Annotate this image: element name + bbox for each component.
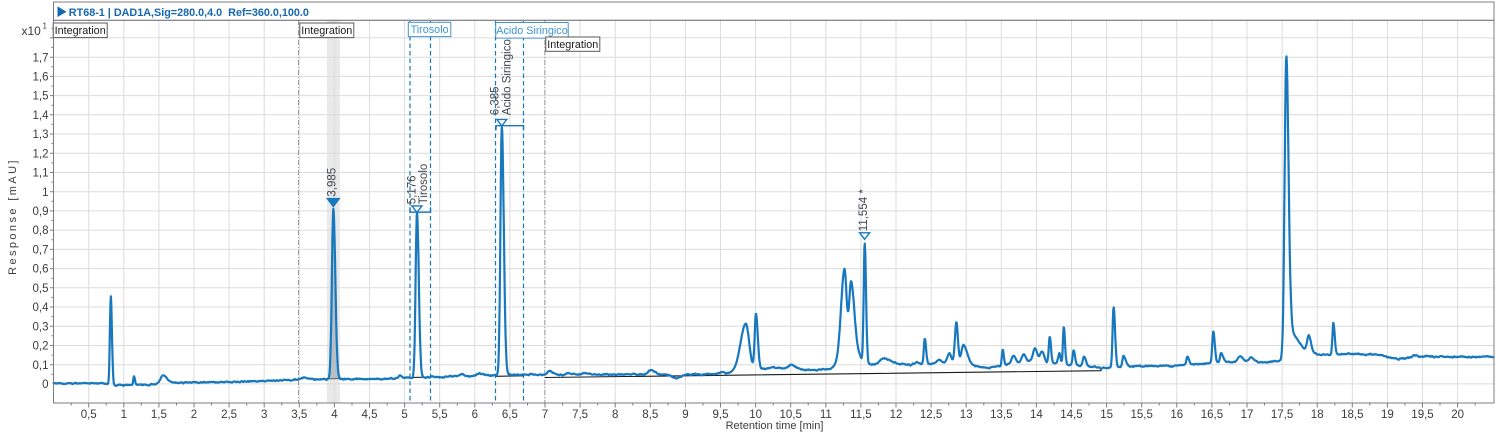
svg-text:16,5: 16,5 <box>1201 409 1223 421</box>
svg-text:0,1: 0,1 <box>33 360 49 372</box>
svg-text:3,5: 3,5 <box>291 409 307 421</box>
svg-text:0,3: 0,3 <box>33 321 49 333</box>
svg-text:x10: x10 <box>22 24 42 38</box>
svg-text:8,5: 8,5 <box>642 409 658 421</box>
svg-text:7: 7 <box>542 409 548 421</box>
svg-text:0,2: 0,2 <box>33 341 49 353</box>
svg-text:Tirosolo: Tirosolo <box>418 164 430 204</box>
svg-text:1: 1 <box>121 409 127 421</box>
svg-text:1,7: 1,7 <box>33 52 49 64</box>
svg-text:0,8: 0,8 <box>33 225 49 237</box>
svg-text:1: 1 <box>42 187 48 199</box>
svg-text:0,5: 0,5 <box>81 409 97 421</box>
svg-text:1,5: 1,5 <box>151 409 167 421</box>
svg-text:0: 0 <box>42 379 48 391</box>
svg-text:17,5: 17,5 <box>1271 409 1293 421</box>
svg-text:15: 15 <box>1100 409 1113 421</box>
svg-text:13: 13 <box>960 409 973 421</box>
svg-text:19: 19 <box>1381 409 1394 421</box>
svg-text:5: 5 <box>401 409 407 421</box>
svg-text:1: 1 <box>43 21 48 30</box>
svg-text:2: 2 <box>191 409 197 421</box>
svg-text:3: 3 <box>261 409 267 421</box>
svg-text:20: 20 <box>1451 409 1464 421</box>
svg-text:11,554 *: 11,554 * <box>858 189 870 232</box>
svg-text:1,6: 1,6 <box>33 72 49 84</box>
svg-text:5,176: 5,176 <box>406 175 418 204</box>
svg-text:14,5: 14,5 <box>1060 409 1082 421</box>
svg-text:9,5: 9,5 <box>713 409 729 421</box>
svg-text:10: 10 <box>749 409 762 421</box>
svg-text:Integration: Integration <box>547 39 598 51</box>
svg-text:1,2: 1,2 <box>33 148 49 160</box>
svg-text:4,5: 4,5 <box>362 409 378 421</box>
svg-text:17: 17 <box>1241 409 1254 421</box>
svg-text:0,9: 0,9 <box>33 206 49 218</box>
svg-text:9: 9 <box>682 409 688 421</box>
svg-text:Integration: Integration <box>55 25 106 37</box>
svg-text:12,5: 12,5 <box>920 409 942 421</box>
svg-text:18,5: 18,5 <box>1341 409 1363 421</box>
svg-text:7,5: 7,5 <box>572 409 588 421</box>
svg-text:Retention time [min]: Retention time [min] <box>726 420 824 432</box>
svg-text:11,5: 11,5 <box>850 409 872 421</box>
svg-text:Acido Siringico: Acido Siringico <box>502 39 514 115</box>
svg-text:Acido Siringico: Acido Siringico <box>496 25 567 37</box>
svg-text:8: 8 <box>612 409 618 421</box>
svg-text:15,5: 15,5 <box>1131 409 1153 421</box>
svg-text:0,6: 0,6 <box>33 264 49 276</box>
svg-text:0,5: 0,5 <box>33 283 49 295</box>
svg-text:10,5: 10,5 <box>780 409 802 421</box>
svg-text:Response [mAU]: Response [mAU] <box>7 158 19 275</box>
svg-text:6,385: 6,385 <box>489 86 501 115</box>
svg-text:1,4: 1,4 <box>33 110 50 122</box>
svg-text:Tirosolo: Tirosolo <box>411 24 449 36</box>
svg-text:11: 11 <box>820 409 832 421</box>
svg-text:1,5: 1,5 <box>33 91 49 103</box>
svg-text:19,5: 19,5 <box>1411 409 1433 421</box>
svg-text:13,5: 13,5 <box>990 409 1012 421</box>
svg-text:Integration: Integration <box>301 25 352 37</box>
svg-text:14: 14 <box>1030 409 1043 421</box>
svg-text:4: 4 <box>331 409 338 421</box>
svg-text:0,4: 0,4 <box>33 302 50 314</box>
svg-text:2,5: 2,5 <box>221 409 237 421</box>
svg-text:12: 12 <box>890 409 903 421</box>
svg-text:1,3: 1,3 <box>33 129 49 141</box>
svg-text:16: 16 <box>1170 409 1183 421</box>
svg-text:18: 18 <box>1311 409 1324 421</box>
svg-text:5,5: 5,5 <box>432 409 448 421</box>
svg-text:1,1: 1,1 <box>33 168 49 180</box>
svg-text:0,7: 0,7 <box>33 245 49 257</box>
svg-text:RT68-1 | DAD1A,Sig=280.0,4.0: RT68-1 | DAD1A,Sig=280.0,4.0 Ref=360.0,1… <box>69 7 309 19</box>
svg-text:6,5: 6,5 <box>502 409 518 421</box>
svg-text:6: 6 <box>472 409 478 421</box>
svg-text:3,985: 3,985 <box>327 168 339 197</box>
